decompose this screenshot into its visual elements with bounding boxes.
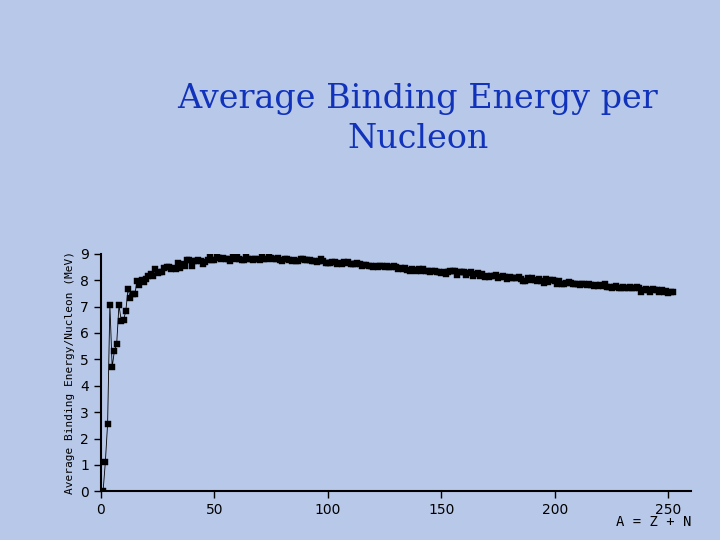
Text: Average Binding Energy per
Nucleon: Average Binding Energy per Nucleon	[177, 83, 658, 154]
Y-axis label: Average Binding Energy/Nucleon (MeV): Average Binding Energy/Nucleon (MeV)	[65, 251, 75, 494]
Text: A = Z + N: A = Z + N	[616, 515, 691, 529]
